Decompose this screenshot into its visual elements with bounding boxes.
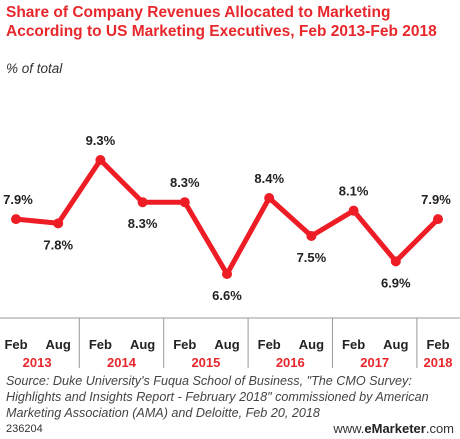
brand-logo[interactable]: www.eMarketer.com (333, 421, 454, 436)
x-tick-label: Feb (4, 337, 27, 352)
brand-suffix: .com (425, 421, 454, 436)
data-point (11, 214, 21, 225)
x-year-label: 2016 (276, 355, 305, 370)
x-tick-label: Aug (130, 337, 155, 352)
chart-subtitle: % of total (6, 61, 63, 76)
x-tick-label: Feb (426, 337, 449, 352)
data-label: 8.4% (254, 171, 284, 186)
data-label: 8.1% (339, 184, 369, 199)
data-point (306, 231, 317, 241)
x-year-label: 2014 (107, 355, 137, 370)
brand-prefix: www. (333, 421, 365, 436)
chart-id: 236204 (6, 423, 43, 435)
data-label: 7.8% (43, 237, 73, 252)
x-tick-label: Aug (383, 337, 408, 352)
data-label: 7.9% (421, 192, 451, 207)
data-point (433, 214, 443, 225)
data-label: 7.5% (297, 250, 327, 265)
data-label: 7.9% (3, 192, 33, 207)
data-point (348, 205, 359, 216)
data-label: 8.3% (128, 216, 158, 231)
x-tick-label: Aug (299, 337, 324, 352)
data-point (137, 197, 148, 208)
data-label: 8.3% (170, 175, 200, 190)
x-tick-label: Aug (214, 337, 239, 352)
data-label: 6.6% (212, 288, 242, 303)
x-axis: Feb Aug Feb Aug Feb Aug Feb Aug Feb Aug Feb 2013 201… (0, 317, 460, 370)
x-year-label: 2017 (360, 355, 389, 370)
line-chart: Feb Aug Feb Aug Feb Aug Feb Aug Feb Aug Feb 2013 201… (0, 133, 460, 370)
data-labels: 7.9% 7.8% 9.3% 8.3% 8.3% 6.6% 8.4% 7.5% 8.1% 6.9%… (3, 133, 451, 303)
x-year-label: 2018 (424, 355, 453, 370)
x-year-label: 2015 (191, 355, 220, 370)
x-year-label: 2013 (23, 355, 52, 370)
x-tick-label: Feb (89, 337, 112, 352)
x-tick-label: Aug (46, 337, 71, 352)
x-tick-label: Feb (258, 337, 281, 352)
brand-name: eMarketer (364, 421, 426, 436)
data-point (222, 269, 232, 279)
data-point (179, 197, 190, 208)
data-point (390, 256, 401, 267)
x-tick-label: Feb (342, 337, 365, 352)
series-line (13, 157, 441, 277)
data-label: 6.9% (381, 275, 411, 290)
data-point (95, 155, 106, 165)
chart-title: Share of Company Revenues Allocated to M… (6, 4, 437, 40)
x-tick-label: Feb (173, 337, 196, 352)
data-point (264, 193, 275, 203)
source-note: Source: Duke University's Fuqua School o… (6, 374, 429, 420)
data-label: 9.3% (86, 133, 116, 148)
data-point (53, 218, 64, 229)
